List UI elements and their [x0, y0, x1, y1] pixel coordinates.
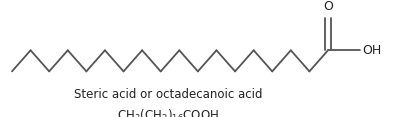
Text: O: O [323, 0, 333, 13]
Text: OH: OH [362, 44, 381, 57]
Text: Steric acid or octadecanoic acid: Steric acid or octadecanoic acid [74, 88, 262, 101]
Text: CH$_3$(CH$_2$)$_{16}$COOH: CH$_3$(CH$_2$)$_{16}$COOH [117, 108, 219, 117]
